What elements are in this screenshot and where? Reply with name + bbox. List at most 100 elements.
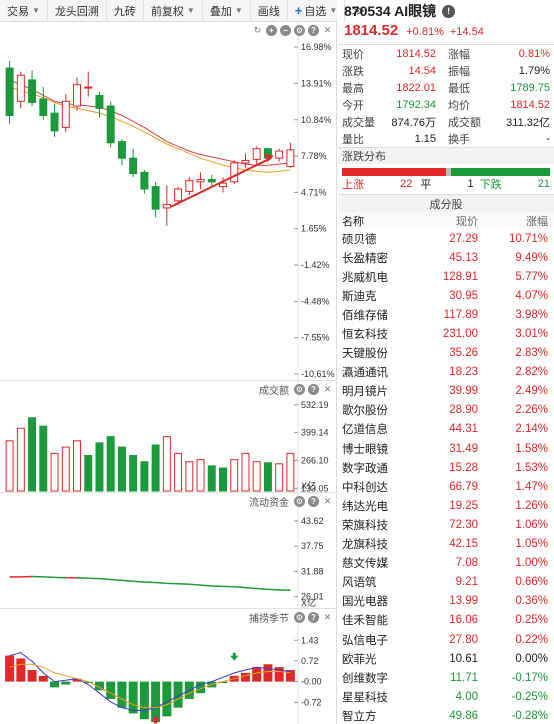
volume-bar	[219, 467, 227, 492]
zoom-out-icon[interactable]: −	[280, 24, 291, 36]
toolbar-item-label: 龙头回溯	[54, 5, 99, 18]
component-row[interactable]: 风语筑 9.21 0.66%	[338, 573, 554, 592]
add-watchlist-button[interactable]: + 自选 ▼	[288, 0, 346, 22]
toolbar-item-label: 叠加	[209, 5, 232, 18]
toolbar-item[interactable]: 九砖	[107, 0, 144, 22]
component-row[interactable]: 创维数字 11.71 -0.17%	[338, 668, 554, 687]
y-axis-label: -0.00	[301, 677, 322, 687]
candle	[140, 171, 149, 190]
close-icon[interactable]: ✕	[323, 495, 332, 506]
component-row[interactable]: 龙旗科技 42.15 1.05%	[338, 535, 554, 554]
volume-panel[interactable]: 成交额 ⚙ ? ✕ 532.19 399.14 266.10 133.05 X亿	[0, 380, 337, 493]
component-row[interactable]: 亿道信息 44.31 2.14%	[338, 420, 554, 439]
settings-icon[interactable]: ⚙	[294, 24, 305, 36]
component-row[interactable]: 长盈精密 45.13 9.49%	[338, 248, 554, 267]
help-icon[interactable]: ?	[308, 611, 319, 623]
candle	[207, 179, 216, 183]
macd-bar	[162, 681, 172, 717]
component-row[interactable]: 天键股份 35.26 2.83%	[338, 344, 554, 363]
component-row[interactable]: 数字政通 15.28 1.53%	[338, 458, 554, 477]
candle	[196, 179, 205, 183]
component-row[interactable]: 恒玄科技 231.00 3.01%	[338, 324, 554, 343]
index-title: 870534 AI眼镜 !	[338, 0, 554, 22]
component-row[interactable]: 斯迪克 30.95 4.07%	[338, 286, 554, 305]
flow-line-segment	[110, 578, 122, 582]
component-row[interactable]: 博士眼镜 31.49 1.58%	[338, 439, 554, 458]
component-change: 10.71%	[508, 232, 548, 245]
toolbar-item[interactable]: 交易 ▼	[0, 0, 48, 22]
component-row[interactable]: 慈文传媒 7.08 1.00%	[338, 554, 554, 573]
components-list: 硕贝德 27.29 10.71% 长盈精密 45.13 9.49% 兆威机电 128.91 5.…	[338, 229, 554, 724]
info-icon[interactable]: !	[442, 4, 456, 18]
volume-bar	[252, 461, 261, 492]
close-icon[interactable]: ✕	[323, 611, 332, 622]
component-row[interactable]: 弘信电子 27.80 0.22%	[338, 630, 554, 649]
component-row[interactable]: 硕贝德 27.29 10.71%	[338, 229, 554, 248]
stat-key: 成交额	[448, 116, 481, 129]
toolbar-item[interactable]: 叠加 ▼	[203, 0, 251, 22]
candle	[39, 98, 48, 117]
candle	[84, 86, 93, 89]
component-row[interactable]: 纬达光电 19.25 1.26%	[338, 496, 554, 515]
component-change: 2.49%	[515, 385, 548, 398]
component-row[interactable]: 瀛通通讯 18.23 2.82%	[338, 363, 554, 382]
flow-panel-controls: 流动资金 ⚙ ? ✕	[249, 493, 337, 509]
macd-bar	[94, 681, 104, 691]
zoom-in-icon[interactable]: +	[266, 24, 277, 36]
component-row[interactable]: 中科创达 66.79 1.47%	[338, 477, 554, 496]
chevron-down-icon: ▼	[32, 6, 40, 15]
close-icon[interactable]: ✕	[323, 383, 332, 394]
toolbar-item[interactable]: 龙头回溯	[48, 0, 107, 22]
component-name: 博士眼镜	[342, 443, 388, 456]
toolbar-item[interactable]: 画线	[251, 0, 288, 22]
season-panel[interactable]: 捕捞季节 ⚙ ? ✕ 1.43 0.72 -0.00 -0.72	[0, 608, 337, 724]
flow-panel[interactable]: 流动资金 ⚙ ? ✕ 43.62 37.75 31.88 26.01 X亿	[0, 492, 337, 609]
help-icon[interactable]: ?	[308, 383, 319, 395]
stat-row: 量比 1.15 换手 -	[338, 130, 554, 147]
component-change: 1.05%	[515, 538, 548, 551]
volume-bar	[174, 452, 183, 492]
stat-value: 874.76万	[391, 116, 436, 129]
refresh-icon[interactable]: ↻	[253, 24, 262, 35]
component-row[interactable]: 智立方 49.86 -0.28%	[338, 706, 554, 724]
y-axis-label: -0.72	[301, 697, 322, 707]
toolbar-item[interactable]: 前复权 ▼	[144, 0, 203, 22]
component-row[interactable]: 佰维存储 117.89 3.98%	[338, 305, 554, 324]
component-row[interactable]: 荣旗科技 72.30 1.06%	[338, 515, 554, 534]
volume-bar	[28, 417, 37, 492]
col-price[interactable]: 现价	[456, 215, 478, 228]
y-axis-label: 10.84%	[301, 115, 332, 125]
help-icon[interactable]: ?	[308, 24, 319, 36]
settings-icon[interactable]: ⚙	[294, 495, 305, 507]
component-row[interactable]: 兆威机电 128.91 5.77%	[338, 267, 554, 286]
close-icon[interactable]: ✕	[323, 24, 332, 35]
settings-icon[interactable]: ⚙	[294, 383, 305, 395]
macd-bar	[139, 681, 149, 720]
chart-toolbar: 交易 ▼ 龙头回溯 九砖 前复权 ▼ 叠加 ▼ 画线 + 自选 ▼ ≫	[0, 0, 365, 22]
settings-icon[interactable]: ⚙	[294, 611, 305, 623]
candlestick-chart[interactable]: 16.98% 13.91% 10.84% 7.78% 4.71% 1.65% -1.42% -…	[0, 22, 337, 380]
season-chart[interactable]: 1.43 0.72 -0.00 -0.72	[0, 609, 337, 724]
candle	[5, 67, 14, 117]
component-row[interactable]: 明月镜片 39.99 2.49%	[338, 382, 554, 401]
candle	[151, 186, 160, 210]
component-row[interactable]: 国光电器 13.99 0.36%	[338, 592, 554, 611]
price-panel[interactable]: ↻ + − ⚙ ? ✕ 16.98% 13.91% 10.84% 7.78% 4.71%…	[0, 22, 337, 380]
component-name: 弘信电子	[342, 634, 388, 647]
component-row[interactable]: 欧菲光 10.61 0.00%	[338, 649, 554, 668]
component-row[interactable]: 歌尔股份 28.90 2.26%	[338, 401, 554, 420]
buy-signal-arrow-icon	[151, 715, 160, 724]
component-change: 0.22%	[515, 633, 548, 646]
more-icon[interactable]: ≫	[351, 2, 365, 18]
candle	[162, 203, 171, 209]
col-change[interactable]: 涨幅	[526, 215, 548, 228]
help-icon[interactable]: ?	[308, 495, 319, 507]
component-price: 15.28	[449, 461, 478, 474]
col-name[interactable]: 名称	[342, 215, 364, 228]
component-row[interactable]: 佳禾智能 16.06 0.25%	[338, 611, 554, 630]
component-price: 49.86	[449, 709, 478, 722]
component-row[interactable]: 星星科技 4.00 -0.25%	[338, 687, 554, 706]
flow-line-segment	[200, 584, 212, 587]
